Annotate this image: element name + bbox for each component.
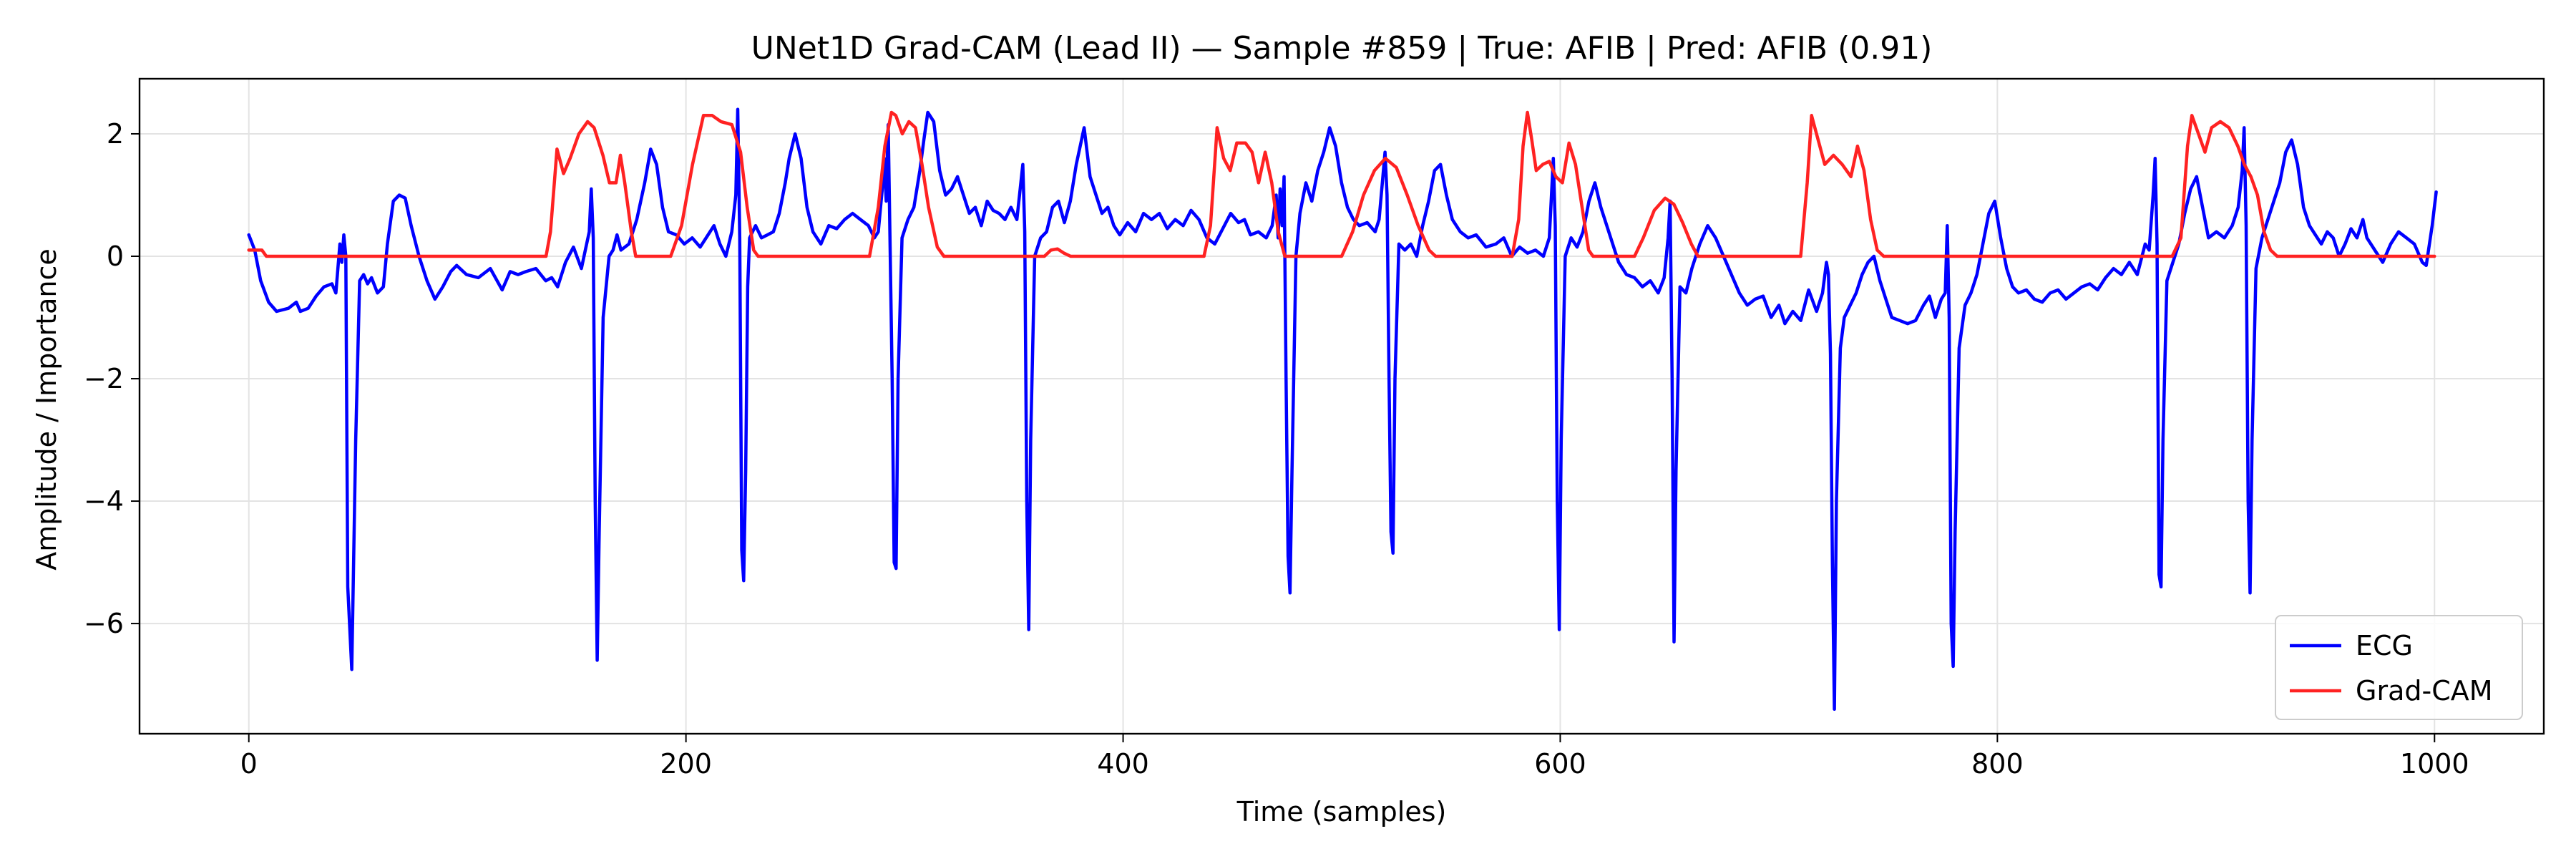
plot-frame <box>138 77 2545 735</box>
series-layer <box>247 107 2438 712</box>
x-tick-label: 400 <box>1097 748 1149 780</box>
y-axis-label: Amplitude / Importance <box>31 248 62 570</box>
x-tick-label: 1000 <box>2400 748 2469 780</box>
x-axis-ticks: 0 200 400 600 800 1000 <box>240 734 2469 780</box>
x-tick-label: 0 <box>240 748 258 780</box>
y-axis-ticks: −6 −4 −2 0 2 <box>84 118 140 639</box>
x-tick-label: 600 <box>1534 748 1586 780</box>
legend: ECG Grad-CAM <box>2275 615 2523 720</box>
y-tick-label: −2 <box>84 363 124 394</box>
y-tick-label: 0 <box>107 241 124 272</box>
series-line-grad-cam <box>247 110 2436 258</box>
series-line-ecg <box>247 107 2438 712</box>
chart-title: UNet1D Grad-CAM (Lead II) — Sample #859 … <box>751 30 1933 67</box>
x-tick-label: 800 <box>1971 748 2024 780</box>
y-tick-label: −6 <box>84 608 124 639</box>
x-axis-label: Time (samples) <box>1236 796 1447 828</box>
legend-label: ECG <box>2356 630 2413 661</box>
legend-label: Grad-CAM <box>2356 675 2493 707</box>
x-tick-label: 200 <box>660 748 712 780</box>
y-tick-label: −4 <box>84 485 124 517</box>
y-tick-label: 2 <box>107 118 124 150</box>
legend-box <box>2275 615 2523 720</box>
